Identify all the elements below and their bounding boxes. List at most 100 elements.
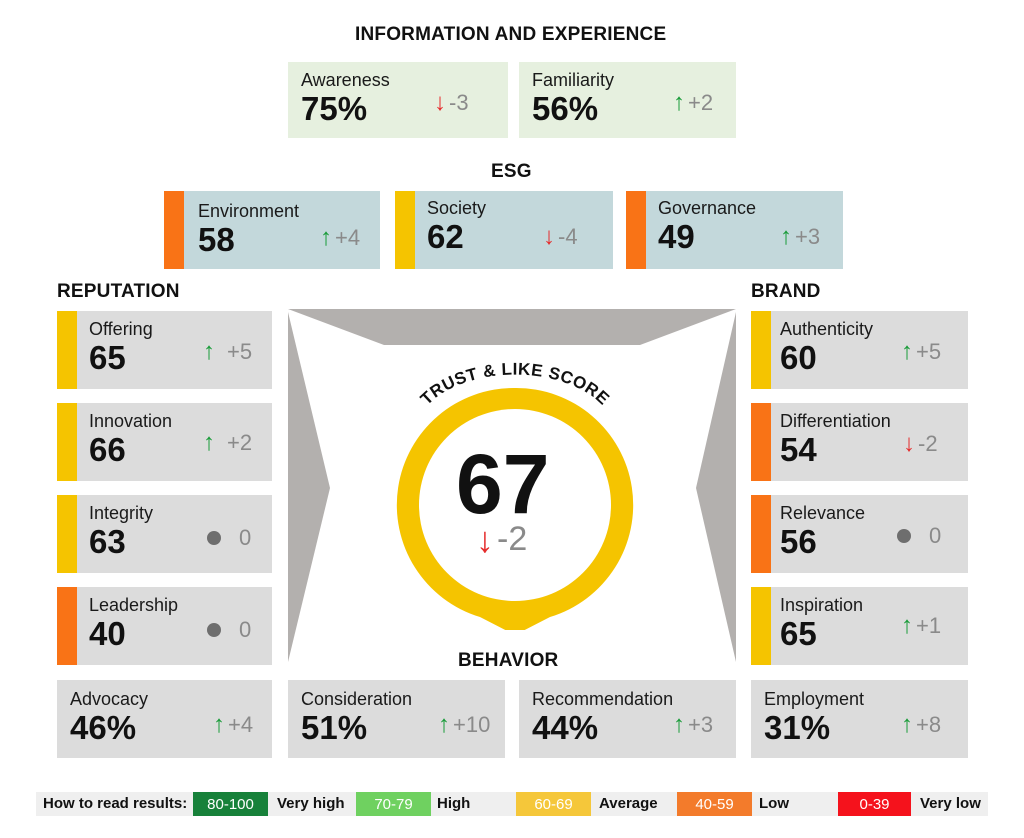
tile-change: ↑ +4 [213,712,253,738]
status-bar [395,191,415,269]
arrow-up-icon: ↑ [780,223,792,250]
tile-label: Employment [764,689,865,709]
tile-label: Inspiration [780,595,864,615]
status-bar [164,191,184,269]
tile-change-value: +2 [688,90,714,115]
tile-value: 62 [427,218,464,255]
arrow-down-icon: ↓ [434,89,446,116]
tile-value: 56% [532,90,599,127]
tile-change: ↑ +5 [901,339,941,365]
tile-value: 51% [301,709,368,746]
tile-integrity: Integrity 63 0 [57,495,272,573]
funnel-right-shape [696,312,736,662]
score-value: 67 [456,437,550,531]
status-bar [57,587,77,665]
tile-label: Leadership [89,595,179,615]
tile-offering: Offering 65 ↑ +5 [57,311,272,389]
status-bar [751,587,771,665]
tile-change: ↑ +4 [320,225,360,251]
status-bar [626,191,646,269]
score-title: TRUST & LIKE SCORE [417,360,613,409]
tile-change: ↑ +3 [780,224,820,250]
legend-label-high: High [437,795,471,812]
tile-society: Society 62 ↓ -4 [395,191,613,269]
tile-awareness: Awareness 75% ↓ -3 [288,62,508,138]
tile-change: ↓ -3 [434,90,469,116]
tile-change-value: +3 [795,224,821,249]
arrow-down-icon: ↓ [476,518,494,560]
tile-change-value: +1 [916,613,942,638]
tile-change: ↑ +2 [203,430,252,456]
tile-change: ↑ +5 [203,339,252,365]
legend-swatch-high: 70-79 [356,792,431,816]
tile-value: 56 [780,523,817,560]
funnel-left-shape [288,312,330,662]
arrow-up-icon: ↑ [203,338,215,365]
score-change: ↓ -2 [476,520,527,559]
tile-change: ↑ +1 [901,613,941,639]
section-title-behavior: BEHAVIOR [458,650,559,671]
status-bar [751,403,771,481]
section-title-brand: BRAND [751,281,821,302]
tile-innovation: Innovation 66 ↑ +2 [57,403,272,481]
tile-authenticity: Authenticity 60 ↑ +5 [751,311,968,389]
tile-change: ↑ +2 [673,90,713,116]
arrow-up-icon: ↑ [320,224,332,251]
status-bar [751,495,771,573]
section-title-reputation: REPUTATION [57,281,180,302]
tile-familiarity: Familiarity 56% ↑ +2 [519,62,736,138]
tile-label: Offering [89,319,153,339]
tile-change: 0 [897,523,941,549]
legend-label-very-high: Very high [277,795,345,812]
section-title-information: INFORMATION AND EXPERIENCE [355,24,667,45]
tile-inspiration: Inspiration 65 ↑ +1 [751,587,968,665]
tile-label: Familiarity [532,70,615,90]
tile-change-value: 0 [239,617,252,642]
tile-label: Differentiation [780,411,891,431]
tile-change-value: +4 [228,712,254,737]
status-bar [57,403,77,481]
tile-recommendation: Recommendation 44% ↑ +3 [519,680,736,758]
status-bar [751,311,771,389]
tile-value: 75% [301,90,368,127]
arrow-up-icon: ↑ [901,711,913,738]
tile-differentiation: Differentiation 54 ↓ -2 [751,403,968,481]
tile-value: 58 [198,221,235,258]
status-bar [57,311,77,389]
tile-governance: Governance 49 ↑ +3 [626,191,843,269]
tile-change: ↑ +10 [438,712,490,738]
tile-change: 0 [207,525,251,551]
tile-change: ↑ +3 [673,712,713,738]
legend-swatch-very-low: 0-39 [838,792,911,816]
tile-employment: Employment 31% ↑ +8 [751,680,968,758]
tile-change-value: +5 [227,339,253,364]
tile-change: ↓ -4 [543,224,578,250]
legend-label-average: Average [599,795,658,812]
arrow-up-icon: ↑ [901,338,913,365]
tile-label: Recommendation [532,689,674,709]
legend-label-low: Low [759,795,789,812]
tile-change-value: +4 [335,225,361,250]
tile-change: 0 [207,617,251,643]
tile-change-value: -3 [449,90,469,115]
score-title-arc: TRUST & LIKE SCORE [417,360,613,409]
arrow-up-icon: ↑ [213,711,225,738]
svg-text:TRUST & LIKE SCORE: TRUST & LIKE SCORE [417,360,613,409]
legend-swatch-average: 60-69 [516,792,591,816]
tile-environment: Environment 58 ↑ +4 [164,191,380,269]
arrow-up-icon: ↑ [673,711,685,738]
tile-change-value: +8 [916,712,942,737]
arrow-down-icon: ↓ [903,430,915,457]
tile-label: Innovation [89,411,173,431]
legend-title: How to read results: [43,795,188,812]
tile-consideration: Consideration 51% ↑ +10 [288,680,505,758]
tile-value: 60 [780,339,817,376]
neutral-dot-icon [897,529,911,543]
tile-relevance: Relevance 56 0 [751,495,968,573]
tile-value: 46% [70,709,137,746]
legend-label-very-low: Very low [920,795,981,812]
tile-value: 63 [89,523,126,560]
tile-label: Environment [198,201,300,221]
tile-change-value: +2 [227,430,253,455]
